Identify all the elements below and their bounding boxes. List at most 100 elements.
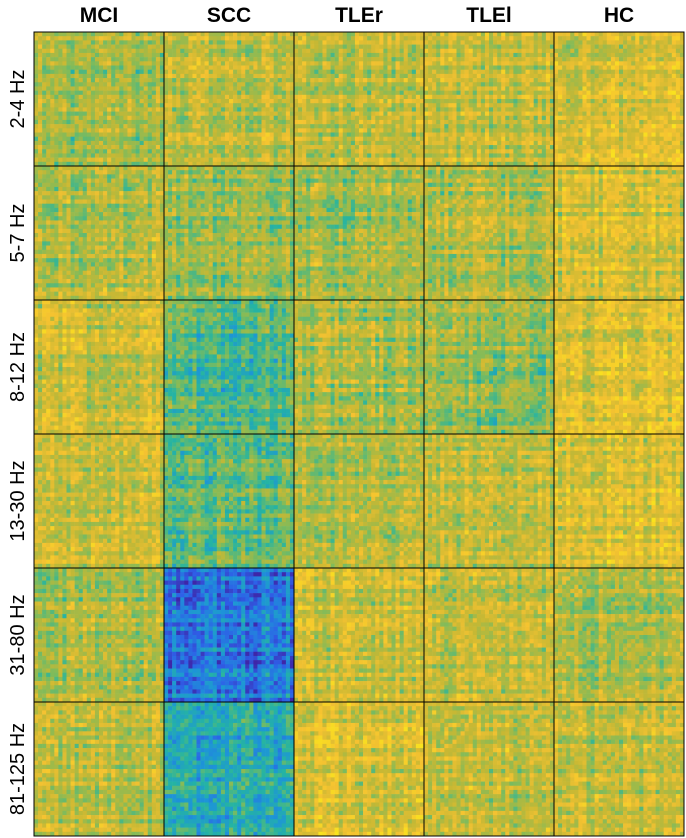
heatmap-cell: [184, 32, 189, 37]
heatmap-cell: [610, 36, 616, 41]
heatmap-cell: [50, 161, 55, 167]
heatmap-cell: [432, 115, 437, 121]
heatmap-cell: [541, 111, 547, 117]
heatmap-cell: [643, 107, 648, 112]
heatmap-cell: [403, 94, 409, 100]
heatmap-cell: [151, 86, 157, 91]
heatmap-cell: [127, 61, 132, 66]
heatmap-cell: [371, 99, 376, 104]
heatmap-cell: [265, 115, 270, 121]
heatmap-cell: [623, 32, 628, 37]
heatmap-cell: [143, 153, 149, 158]
heatmap-cell: [497, 140, 502, 146]
heatmap-cell: [326, 157, 331, 163]
heatmap-cell: [663, 65, 669, 70]
heatmap-cell: [391, 73, 396, 79]
heatmap-cell: [180, 57, 185, 62]
heatmap-cell: [484, 52, 490, 58]
heatmap-cell: [249, 65, 254, 70]
heatmap-cell: [131, 145, 136, 150]
heatmap-cell: [62, 99, 67, 104]
heatmap-cell: [342, 115, 348, 121]
heatmap-cell: [594, 44, 599, 50]
heatmap-cell: [545, 73, 551, 79]
heatmap-cell: [525, 73, 530, 79]
heatmap-cell: [647, 57, 652, 62]
heatmap-cell: [610, 61, 616, 66]
heatmap-cell: [651, 107, 656, 112]
heatmap-cell: [58, 82, 63, 87]
heatmap-cell: [598, 36, 604, 41]
heatmap-cell: [395, 157, 400, 163]
heatmap-cell: [619, 111, 624, 117]
heatmap-cell: [253, 40, 258, 45]
heatmap-cell: [367, 90, 372, 96]
heatmap-cell: [363, 132, 368, 137]
heatmap-cell: [159, 99, 165, 104]
heatmap-cell: [533, 82, 539, 87]
heatmap-cell: [99, 57, 104, 62]
heatmap-cell: [99, 140, 104, 146]
heatmap-cell: [241, 111, 246, 117]
heatmap-cell: [261, 52, 266, 58]
heatmap-cell: [484, 57, 490, 62]
heatmap-cell: [375, 40, 380, 45]
heatmap-cell: [602, 52, 608, 58]
heatmap-cell: [294, 86, 299, 91]
heatmap-cell: [164, 78, 169, 83]
heatmap-cell: [549, 40, 555, 45]
heatmap-cell: [241, 128, 246, 133]
heatmap-cell: [476, 128, 482, 133]
heatmap-cell: [375, 136, 380, 142]
heatmap-cell: [476, 161, 482, 167]
heatmap-cell: [606, 99, 612, 104]
heatmap-cell: [501, 52, 506, 58]
heatmap-cell: [334, 119, 339, 125]
heatmap-cell: [224, 52, 230, 58]
heatmap-cell: [74, 90, 79, 96]
heatmap-cell: [663, 86, 669, 91]
heatmap-cell: [330, 65, 335, 70]
heatmap-cell: [229, 52, 234, 58]
heatmap-cell: [176, 124, 181, 129]
heatmap-cell: [294, 99, 299, 104]
heatmap-cell: [310, 128, 315, 133]
heatmap-cell: [139, 153, 144, 158]
heatmap-cell: [164, 132, 169, 137]
heatmap-cell: [346, 161, 352, 167]
heatmap-cell: [655, 69, 660, 75]
heatmap-cell: [627, 48, 632, 54]
heatmap-cell: [342, 111, 348, 117]
heatmap-cell: [135, 140, 140, 146]
heatmap-cell: [42, 157, 47, 163]
heatmap-cell: [501, 107, 506, 112]
heatmap-cell: [342, 65, 348, 70]
heatmap-cell: [513, 40, 518, 45]
heatmap-cell: [570, 140, 575, 146]
heatmap-cell: [371, 103, 376, 108]
heatmap-cell: [432, 44, 437, 50]
heatmap-cell: [66, 153, 71, 158]
heatmap-cell: [501, 145, 506, 150]
heatmap-cell: [34, 61, 39, 66]
heatmap-cell: [330, 157, 335, 163]
heatmap-cell: [606, 48, 612, 54]
heatmap-cell: [269, 153, 274, 158]
heatmap-cell: [387, 128, 392, 133]
heatmap-cell: [509, 119, 514, 125]
heatmap-cell: [249, 82, 254, 87]
heatmap-cell: [627, 119, 632, 125]
heatmap-cell: [111, 140, 116, 146]
heatmap-cell: [545, 99, 551, 104]
heatmap-cell: [627, 86, 632, 91]
heatmap-cell: [318, 124, 323, 129]
heatmap-cell: [151, 73, 157, 79]
heatmap-cell: [562, 65, 567, 70]
heatmap-cell: [606, 57, 612, 62]
heatmap-cell: [306, 149, 311, 154]
heatmap-cell: [82, 103, 88, 108]
heatmap-cell: [155, 128, 161, 133]
heatmap-cell: [578, 111, 583, 117]
heatmap-cell: [667, 115, 673, 121]
heatmap-cell: [127, 44, 132, 50]
